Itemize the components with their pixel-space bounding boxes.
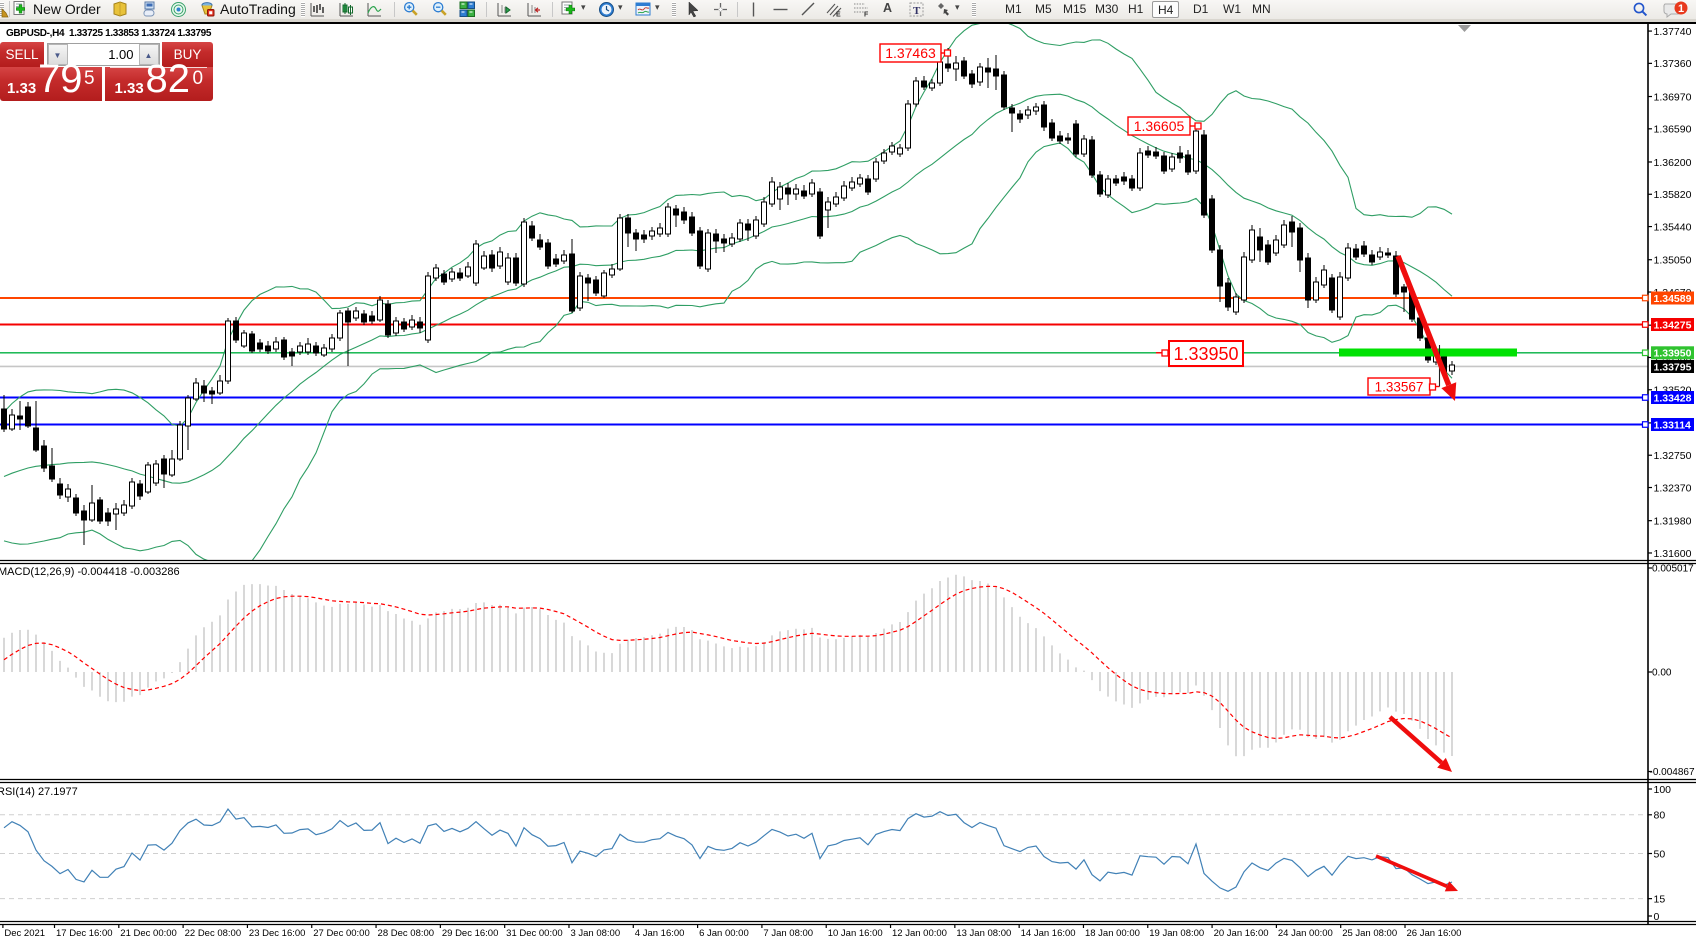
svg-text:1.35820: 1.35820 bbox=[1654, 189, 1692, 201]
svg-text:7 Jan 08:00: 7 Jan 08:00 bbox=[763, 928, 813, 938]
svg-text:T: T bbox=[913, 5, 921, 17]
svg-text:17 Dec 16:00: 17 Dec 16:00 bbox=[56, 928, 113, 938]
svg-text:100: 100 bbox=[1654, 784, 1672, 796]
svg-text:1.35440: 1.35440 bbox=[1654, 221, 1692, 233]
svg-text:0.005017: 0.005017 bbox=[1652, 564, 1694, 575]
svg-text:0: 0 bbox=[1654, 911, 1660, 923]
svg-text:31 Dec 00:00: 31 Dec 00:00 bbox=[506, 928, 563, 938]
svg-text:29 Dec 16:00: 29 Dec 16:00 bbox=[442, 928, 499, 938]
svg-text:1.33950: 1.33950 bbox=[1654, 348, 1692, 360]
svg-text:1.37360: 1.37360 bbox=[1654, 58, 1692, 70]
svg-text:4 Jan 16:00: 4 Jan 16:00 bbox=[635, 928, 685, 938]
svg-text:19 Jan 08:00: 19 Jan 08:00 bbox=[1149, 928, 1204, 938]
svg-text:F: F bbox=[864, 12, 869, 19]
svg-text:10 Jan 16:00: 10 Jan 16:00 bbox=[828, 928, 883, 938]
svg-text:3 Jan 08:00: 3 Jan 08:00 bbox=[570, 928, 620, 938]
svg-text:1.36970: 1.36970 bbox=[1654, 91, 1692, 103]
svg-text:1.34275: 1.34275 bbox=[1654, 319, 1692, 331]
svg-text:1.31600: 1.31600 bbox=[1654, 548, 1692, 560]
svg-text:26 Jan 16:00: 26 Jan 16:00 bbox=[1407, 928, 1462, 938]
svg-text:Dec 2021: Dec 2021 bbox=[4, 928, 45, 938]
svg-text:1.36605: 1.36605 bbox=[1134, 118, 1185, 134]
svg-text:1.35050: 1.35050 bbox=[1654, 255, 1692, 267]
svg-text:1.33795: 1.33795 bbox=[1654, 361, 1692, 373]
svg-text:MACD(12,26,9) -0.004418 -0.003: MACD(12,26,9) -0.004418 -0.003286 bbox=[0, 566, 180, 578]
svg-text:15: 15 bbox=[1654, 893, 1666, 905]
svg-text:E: E bbox=[836, 12, 841, 19]
svg-text:24 Jan 00:00: 24 Jan 00:00 bbox=[1278, 928, 1333, 938]
svg-text:20 Jan 16:00: 20 Jan 16:00 bbox=[1214, 928, 1269, 938]
svg-text:6 Jan 00:00: 6 Jan 00:00 bbox=[699, 928, 749, 938]
svg-text:1.34589: 1.34589 bbox=[1654, 293, 1692, 305]
svg-text:80: 80 bbox=[1654, 810, 1666, 822]
svg-text:21 Dec 00:00: 21 Dec 00:00 bbox=[120, 928, 177, 938]
svg-text:18 Jan 00:00: 18 Jan 00:00 bbox=[1085, 928, 1140, 938]
svg-text:1: 1 bbox=[1678, 3, 1684, 15]
svg-text:1.33567: 1.33567 bbox=[1375, 379, 1424, 394]
svg-text:-0.004867: -0.004867 bbox=[1650, 767, 1695, 778]
svg-text:22 Dec 08:00: 22 Dec 08:00 bbox=[185, 928, 242, 938]
svg-text:1.31980: 1.31980 bbox=[1654, 515, 1692, 527]
svg-text:12 Jan 00:00: 12 Jan 00:00 bbox=[892, 928, 947, 938]
svg-text:23 Dec 16:00: 23 Dec 16:00 bbox=[249, 928, 306, 938]
svg-text:0.00: 0.00 bbox=[1652, 668, 1672, 679]
svg-text:1.32750: 1.32750 bbox=[1654, 450, 1692, 462]
svg-text:1.32370: 1.32370 bbox=[1654, 482, 1692, 494]
svg-text:14 Jan 16:00: 14 Jan 16:00 bbox=[1021, 928, 1076, 938]
svg-text:RSI(14) 27.1977: RSI(14) 27.1977 bbox=[0, 786, 78, 798]
svg-text:1.33428: 1.33428 bbox=[1654, 392, 1692, 404]
svg-text:50: 50 bbox=[1654, 848, 1666, 860]
svg-text:1.33950: 1.33950 bbox=[1173, 344, 1238, 364]
svg-text:1.37463: 1.37463 bbox=[885, 45, 936, 61]
svg-text:1.36590: 1.36590 bbox=[1654, 124, 1692, 136]
svg-text:27 Dec 00:00: 27 Dec 00:00 bbox=[313, 928, 370, 938]
svg-text:28 Dec 08:00: 28 Dec 08:00 bbox=[378, 928, 435, 938]
svg-text:1.36200: 1.36200 bbox=[1654, 157, 1692, 169]
svg-text:1.33114: 1.33114 bbox=[1654, 419, 1692, 431]
svg-text:13 Jan 08:00: 13 Jan 08:00 bbox=[956, 928, 1011, 938]
svg-text:1.37740: 1.37740 bbox=[1654, 26, 1692, 38]
svg-text:25 Jan 08:00: 25 Jan 08:00 bbox=[1342, 928, 1397, 938]
